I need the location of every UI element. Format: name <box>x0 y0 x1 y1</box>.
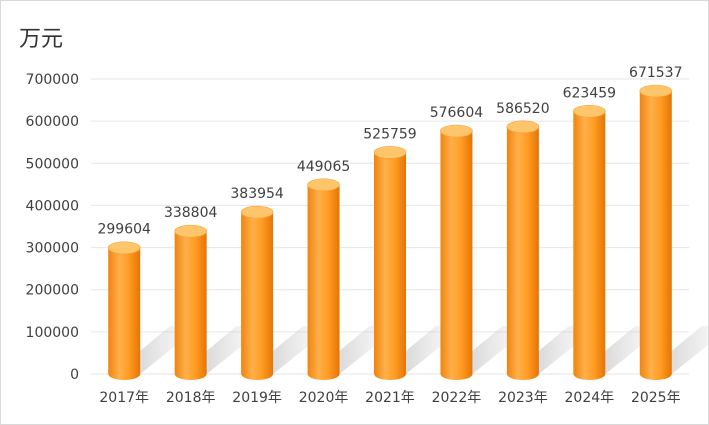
bar <box>307 178 340 380</box>
x-axis: 2017年 2018年 2019年 2020年 2021年 2022年 2023年 2024年… <box>99 390 680 406</box>
x-tick-label: 2017年 <box>99 390 149 406</box>
bar <box>639 84 673 381</box>
data-label: 383954 <box>230 186 284 202</box>
data-label: 576604 <box>430 105 484 121</box>
data-label: 338804 <box>164 205 218 221</box>
x-tick-label: 2019年 <box>232 390 282 406</box>
y-axis: 0 100000 200000 300000 400000 500000 600000 700… <box>26 72 79 383</box>
bar <box>506 120 540 380</box>
data-label: 299604 <box>97 222 151 238</box>
bar <box>240 205 274 380</box>
data-label: 623459 <box>563 85 616 101</box>
y-tick-label: 200000 <box>26 283 79 299</box>
x-tick-label: 2022年 <box>432 390 482 406</box>
x-tick-label: 2023年 <box>498 390 548 406</box>
x-tick-label: 2021年 <box>365 390 415 406</box>
bar <box>174 224 207 380</box>
bars <box>107 84 673 381</box>
y-tick-label: 300000 <box>26 241 79 257</box>
data-label: 525759 <box>363 126 416 142</box>
bar <box>373 146 407 380</box>
x-tick-label: 2018年 <box>166 390 216 406</box>
bar <box>573 104 606 380</box>
y-tick-label: 100000 <box>26 325 79 341</box>
y-tick-label: 700000 <box>26 72 79 88</box>
y-tick-label: 600000 <box>26 114 79 130</box>
bar <box>107 241 141 380</box>
x-tick-label: 2024年 <box>565 390 615 406</box>
unit-label: 万元 <box>19 27 64 52</box>
x-tick-label: 2025年 <box>631 390 681 406</box>
bar <box>440 124 473 380</box>
y-tick-label: 400000 <box>26 198 79 214</box>
data-label: 586520 <box>496 101 549 117</box>
x-tick-label: 2020年 <box>299 390 349 406</box>
data-label: 449065 <box>297 159 350 175</box>
data-label: 671537 <box>629 65 682 81</box>
y-tick-label: 500000 <box>26 156 79 172</box>
data-labels: 299604 338804 383954 449065 525759 576604 5865… <box>97 65 682 238</box>
y-tick-label: 0 <box>70 367 79 383</box>
